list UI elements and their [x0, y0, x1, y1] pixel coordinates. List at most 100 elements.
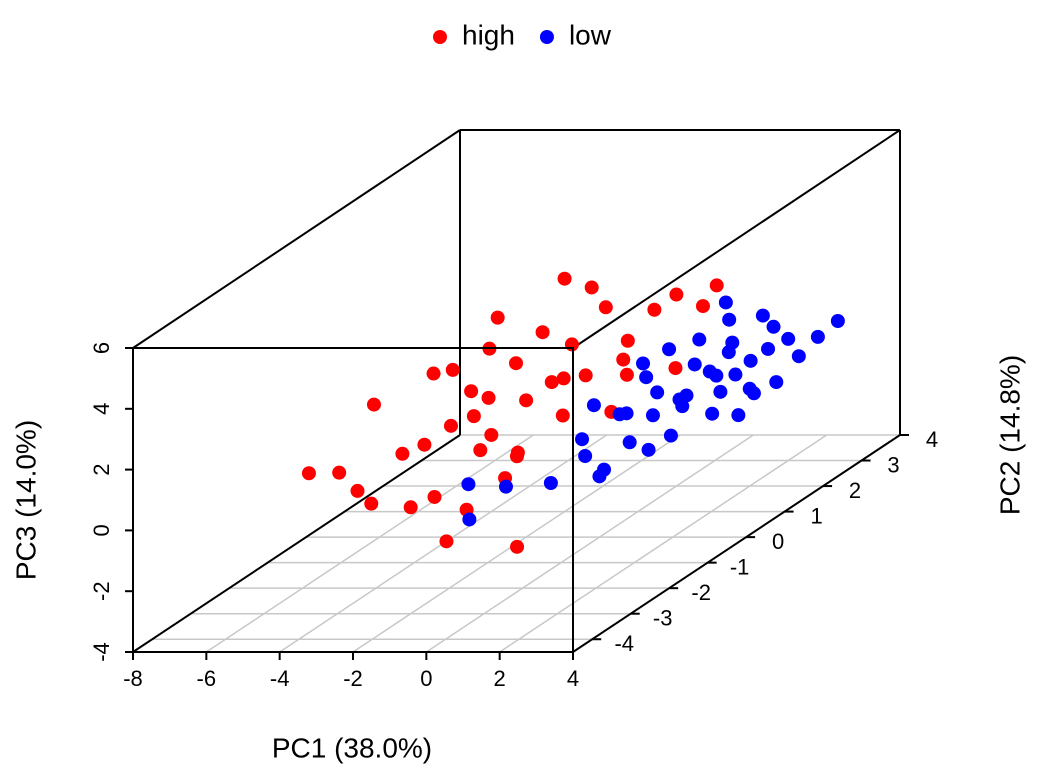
point	[692, 332, 707, 347]
point	[791, 349, 806, 364]
x-tick-label: 0	[420, 666, 432, 691]
z-tick-label: 4	[89, 403, 114, 415]
point	[364, 496, 379, 511]
point	[636, 356, 651, 371]
y-tick-label: 4	[926, 427, 938, 452]
point	[675, 399, 690, 414]
point	[439, 534, 454, 549]
z-axis-label: PC3 (14.0%)	[10, 420, 41, 580]
y-tick-label: 3	[887, 452, 899, 477]
point	[755, 308, 770, 323]
point	[669, 287, 684, 302]
point	[564, 337, 579, 352]
point	[668, 361, 683, 376]
x-tick-label: -2	[343, 666, 363, 691]
point	[426, 366, 441, 381]
point	[598, 300, 613, 315]
y-tick-label: -4	[614, 631, 634, 656]
y-tick-label: -3	[653, 606, 673, 631]
y-tick-label: -2	[691, 580, 711, 605]
point	[586, 398, 601, 413]
point	[575, 432, 590, 447]
point	[810, 329, 825, 344]
z-tick-label: -2	[89, 581, 114, 601]
point	[718, 295, 733, 310]
box-edge	[132, 434, 461, 653]
point	[647, 302, 662, 317]
point	[417, 437, 432, 452]
x-axis-label: PC1 (38.0%)	[272, 732, 432, 763]
z-tick-label: -4	[89, 642, 114, 662]
z-tick-label: 0	[89, 524, 114, 536]
point	[728, 367, 743, 382]
grid	[132, 434, 901, 653]
point	[443, 418, 458, 433]
box-edge	[572, 129, 901, 349]
box-front	[132, 347, 574, 653]
point	[584, 280, 599, 295]
point	[619, 406, 634, 421]
x-tick-label: -8	[123, 666, 143, 691]
point	[620, 333, 635, 348]
point	[713, 384, 728, 399]
point	[490, 310, 505, 325]
y-axis-label: PC2 (14.8%)	[994, 355, 1025, 515]
point	[695, 299, 710, 314]
point	[543, 476, 558, 491]
point	[578, 368, 593, 383]
point	[761, 341, 776, 356]
point	[556, 371, 571, 386]
legend: high low	[433, 19, 612, 50]
points	[301, 271, 845, 554]
point	[510, 445, 525, 460]
z-tick-label: 2	[89, 463, 114, 475]
box-front-face	[132, 347, 574, 653]
axes: -8 -6 -4 -2 0 2 4 -4 -3 -2 -1 0 1 2 3 4 -4 -2 0 2 4 6	[89, 342, 938, 691]
y-tick-label: 2	[849, 478, 861, 503]
point	[466, 409, 481, 424]
point	[743, 353, 758, 368]
legend-marker	[539, 30, 554, 44]
point	[721, 345, 736, 360]
point	[464, 384, 479, 399]
point	[544, 375, 559, 390]
y-tick-label: 0	[772, 529, 784, 554]
point	[709, 278, 724, 293]
point	[535, 325, 550, 340]
point	[781, 331, 796, 346]
point	[366, 397, 381, 412]
point	[662, 342, 677, 357]
grid-line	[499, 434, 828, 653]
y-tick-label: 1	[810, 503, 822, 528]
point	[395, 446, 410, 461]
point	[641, 442, 656, 457]
point	[687, 357, 702, 372]
point	[769, 375, 784, 390]
point	[509, 356, 524, 371]
legend-label: low	[569, 19, 612, 50]
legend-marker	[433, 30, 447, 44]
point	[301, 466, 316, 481]
box-edge	[572, 434, 901, 653]
point	[722, 312, 737, 327]
point	[332, 465, 347, 480]
x-tick-label: 4	[567, 666, 579, 691]
point	[578, 449, 593, 464]
point	[645, 408, 660, 423]
z-tick-label: 6	[89, 342, 114, 354]
point	[830, 313, 845, 328]
point	[622, 435, 637, 450]
box-back	[132, 129, 901, 653]
point	[616, 352, 631, 367]
point	[484, 427, 499, 442]
point	[462, 512, 477, 527]
point	[473, 443, 488, 458]
point	[555, 408, 570, 423]
point	[702, 364, 717, 379]
point	[481, 390, 496, 405]
point	[510, 539, 525, 554]
point	[746, 386, 761, 401]
point	[650, 385, 665, 400]
x-tick-label: -6	[197, 666, 217, 691]
